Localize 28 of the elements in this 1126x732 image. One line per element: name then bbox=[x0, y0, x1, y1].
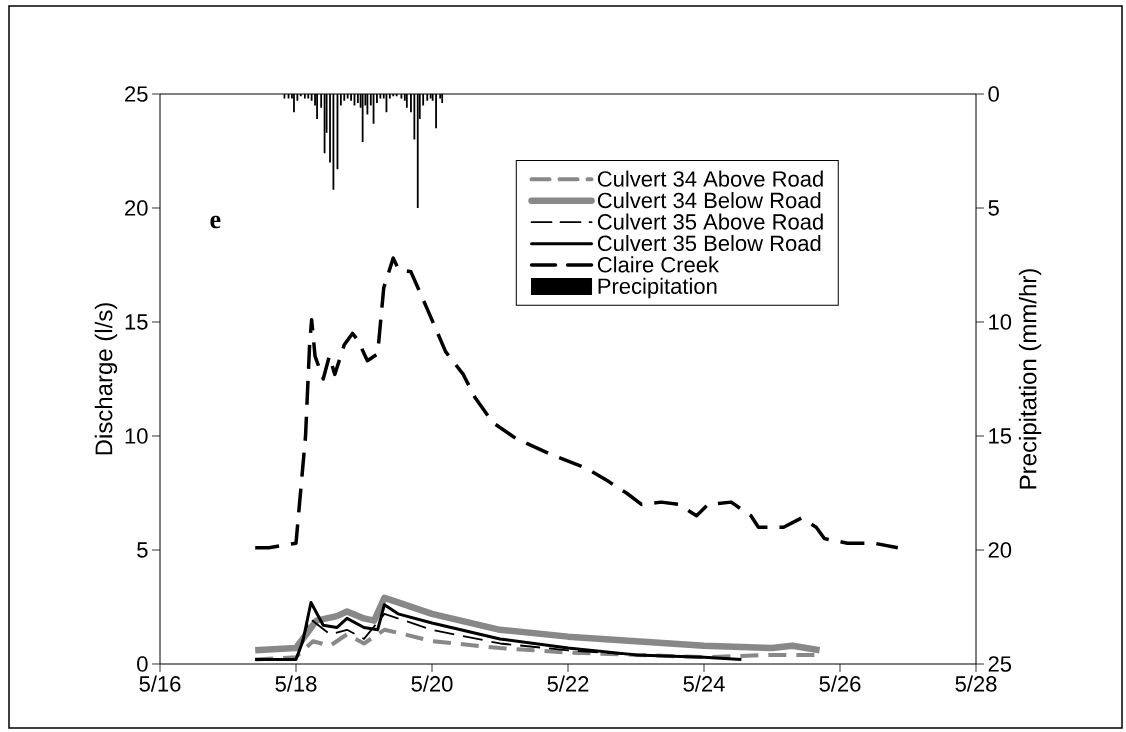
legend-label: Precipitation bbox=[598, 277, 717, 299]
x-tick-label: 5/18 bbox=[275, 675, 317, 692]
y-tick-label: 0 bbox=[137, 656, 148, 672]
x-tick-label: 5/24 bbox=[683, 675, 725, 692]
y-tick-label: 20 bbox=[125, 200, 148, 216]
y-tick-label: 15 bbox=[125, 314, 148, 330]
y2-tick-label: 20 bbox=[988, 542, 1012, 558]
y2-tick-label: 0 bbox=[988, 86, 999, 102]
y-tick-label: 5 bbox=[137, 542, 148, 558]
y2-tick-label: 5 bbox=[988, 200, 999, 216]
x-tick-label: 5/20 bbox=[411, 675, 453, 692]
legend-label: Culvert 35 Below Road bbox=[597, 234, 821, 252]
legend-label: Claire Creek bbox=[597, 256, 720, 273]
y2-axis-title: Precipitation (mm/hr) bbox=[1018, 269, 1042, 489]
x-tick-label: 5/22 bbox=[547, 675, 589, 692]
x-tick-label: 5/26 bbox=[819, 675, 861, 692]
y2-tick-label: 25 bbox=[988, 656, 1012, 672]
y-tick-label: 10 bbox=[125, 428, 148, 444]
y2-tick-label: 15 bbox=[989, 428, 1012, 444]
x-tick-label: 5/28 bbox=[955, 675, 997, 692]
legend-label: Culvert 34 Below Road bbox=[597, 192, 821, 209]
legend-label: Culvert 35 Above Road bbox=[597, 213, 823, 230]
annotation: e bbox=[210, 215, 221, 229]
legend-label: Culvert 34 Above Road bbox=[597, 170, 823, 187]
x-tick-label: 5/16 bbox=[139, 675, 181, 692]
y-axis-title: Discharge (l/s) bbox=[94, 303, 118, 455]
y-tick-label: 25 bbox=[125, 86, 148, 102]
y2-tick-label: 10 bbox=[989, 314, 1012, 330]
